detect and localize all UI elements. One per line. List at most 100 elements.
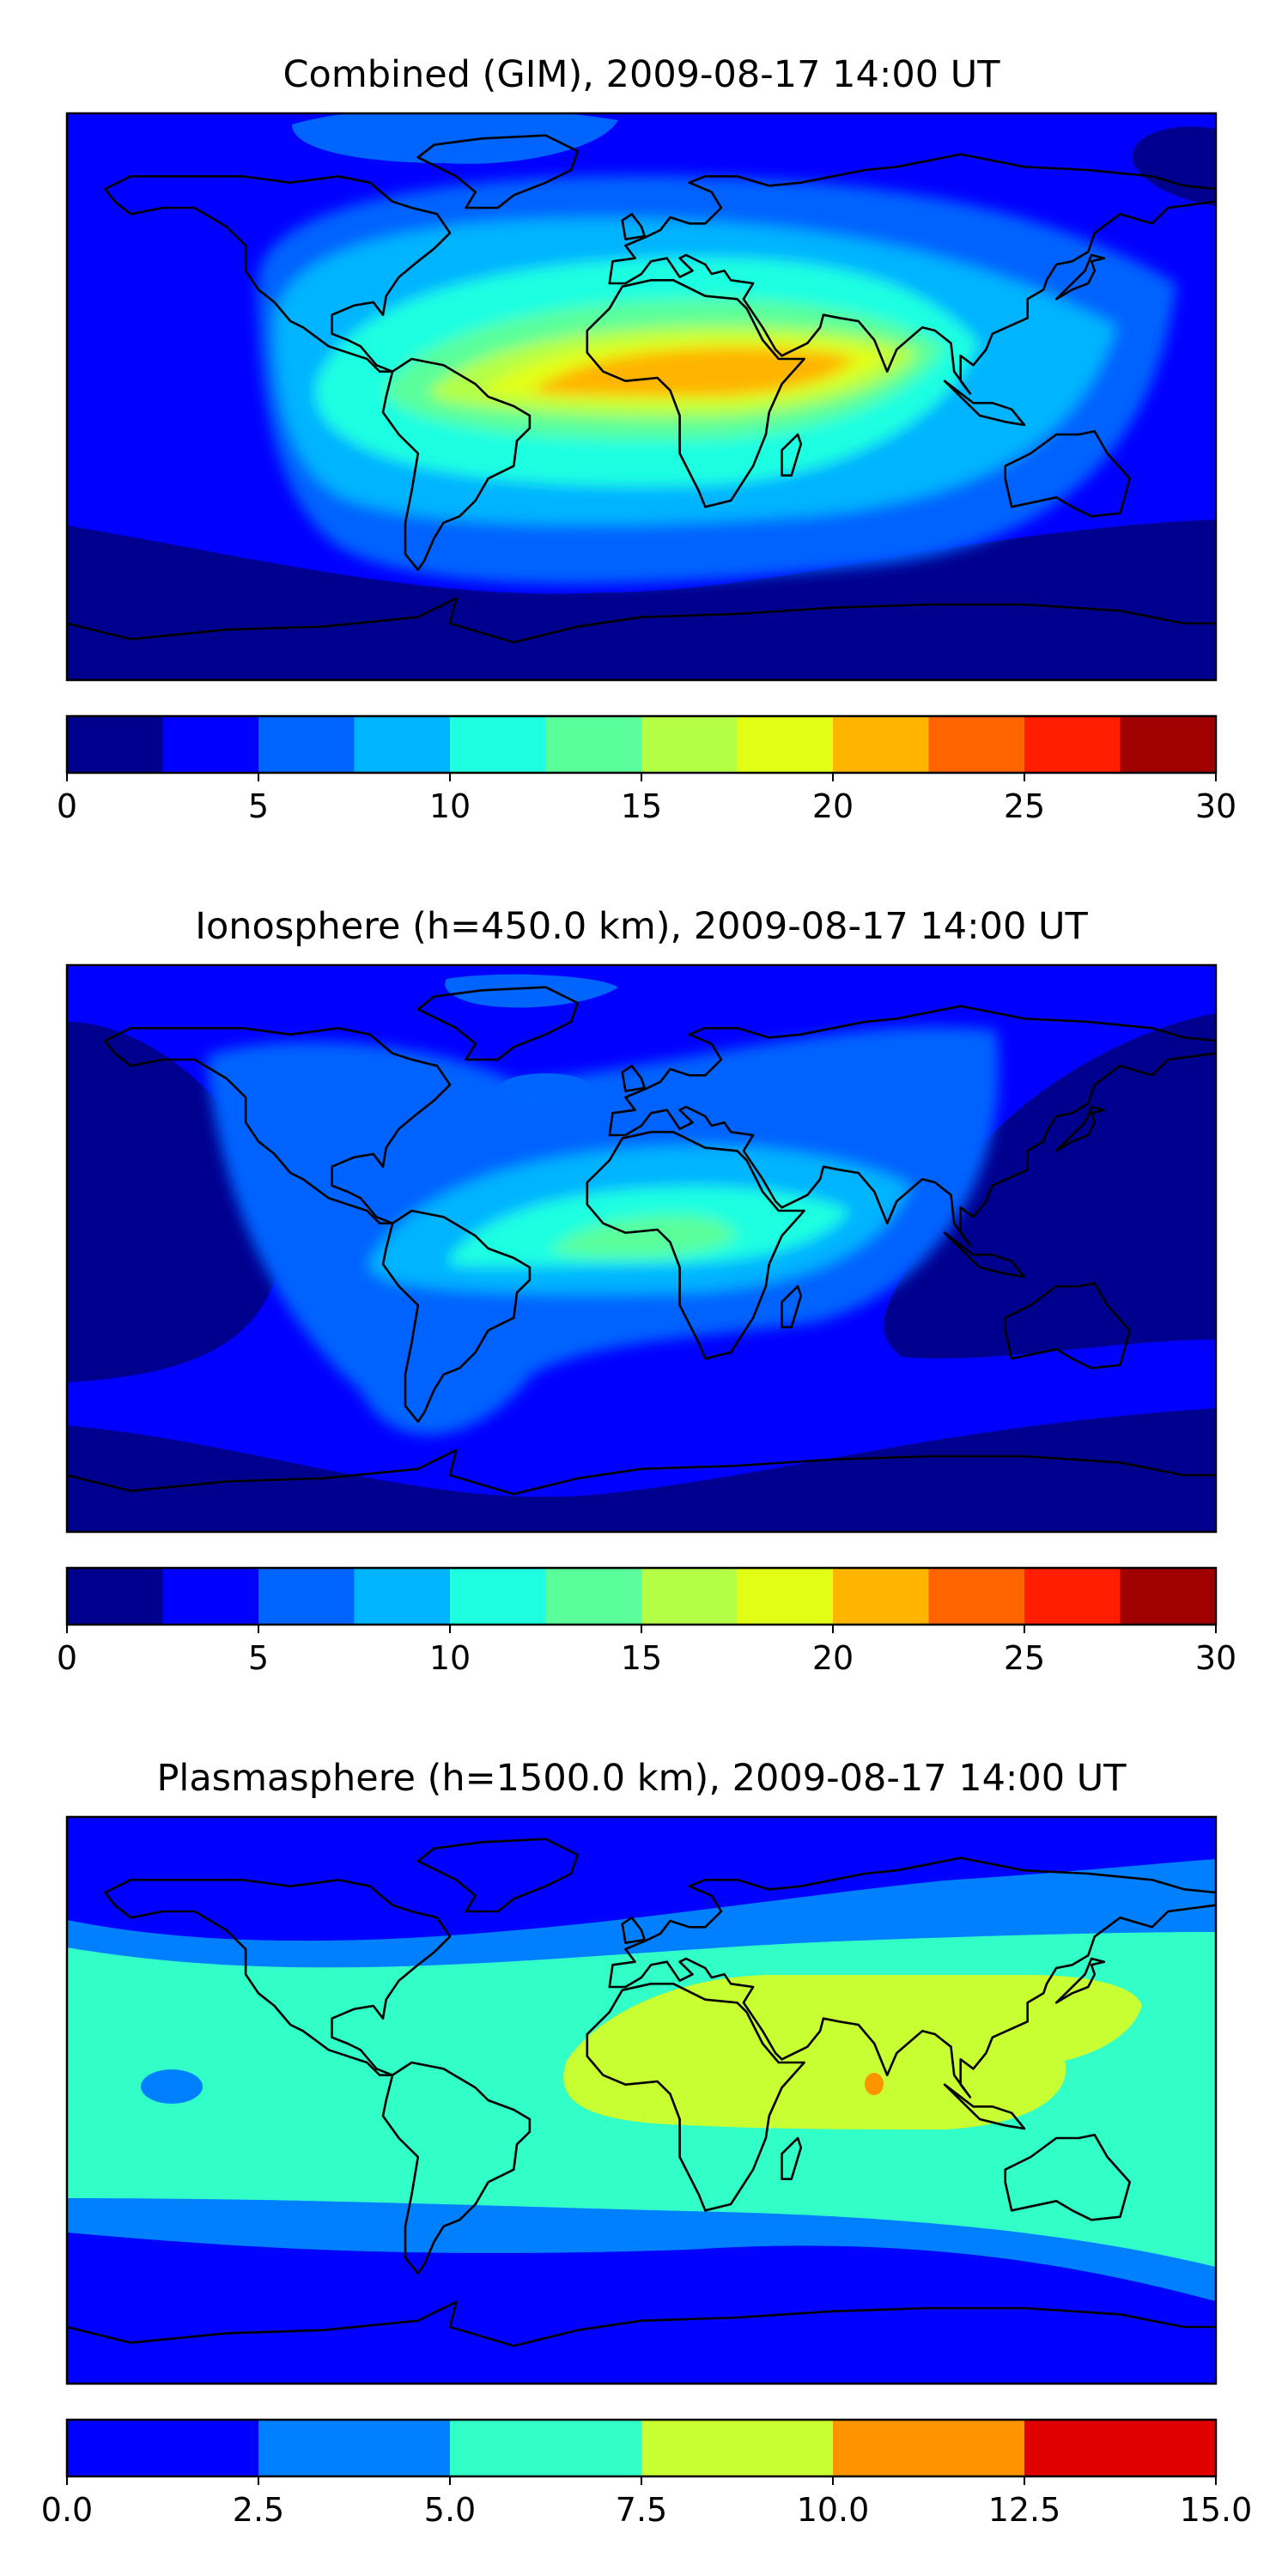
coastline-uk bbox=[621, 1065, 646, 1092]
colorbar-segment bbox=[928, 1568, 1025, 1625]
colorbar-segment bbox=[67, 716, 164, 773]
coastline-indonesia bbox=[943, 380, 1026, 427]
coastline-uk bbox=[621, 213, 646, 240]
colorbar-tick-label: 10 bbox=[429, 787, 471, 825]
colorbar-tick-label: 0 bbox=[57, 1639, 77, 1677]
panel-3-coastlines bbox=[67, 1838, 1216, 2348]
panel-3-colorbar: 0.0 2.5 5.0 7.5 10.0 12.5 15.0 bbox=[41, 2418, 1253, 2529]
colorbar-tick-label: 25 bbox=[1004, 1639, 1045, 1677]
panel-2-region-125 bbox=[550, 1215, 738, 1258]
coastline-eurasia bbox=[608, 153, 1216, 395]
panel-2-region-low-south bbox=[67, 1408, 1216, 1532]
colorbar-segment bbox=[258, 1568, 355, 1625]
colorbar-segment bbox=[162, 716, 259, 773]
coastline-north-america bbox=[104, 1879, 452, 2076]
colorbar-tick-label: 30 bbox=[1195, 787, 1236, 825]
colorbar-tick-label: 0.0 bbox=[41, 2491, 93, 2529]
colorbar-tick-label: 10.0 bbox=[797, 2491, 870, 2529]
colorbar-segment bbox=[737, 1568, 834, 1625]
panel-1-region-polar bbox=[292, 113, 618, 164]
coastline-japan bbox=[1054, 1957, 1106, 2004]
colorbar-tick-label: 5 bbox=[248, 1639, 269, 1677]
colorbar-tick-label: 15 bbox=[621, 1639, 662, 1677]
coastline-indonesia bbox=[943, 2083, 1026, 2130]
colorbar-segment bbox=[833, 716, 930, 773]
colorbar-segment bbox=[258, 2420, 451, 2476]
coastline-antarctica-coast bbox=[67, 1449, 1216, 1496]
colorbar-segment bbox=[450, 1568, 547, 1625]
panel-1-frame bbox=[65, 112, 1218, 682]
coastline-africa bbox=[586, 1983, 805, 2212]
colorbar-segment bbox=[450, 716, 547, 773]
coastline-australia bbox=[1004, 1282, 1131, 1370]
colorbar-segment bbox=[450, 2420, 642, 2476]
colorbar-segment bbox=[641, 716, 738, 773]
coastline-africa bbox=[586, 279, 805, 508]
colorbar-tick-label: 15.0 bbox=[1180, 2491, 1253, 2529]
panel-3-title: Plasmasphere (h=1500.0 km), 2009-08-17 1… bbox=[156, 1757, 1127, 1800]
coastline-australia bbox=[1004, 430, 1131, 518]
coastline-antarctica-coast bbox=[67, 2300, 1216, 2348]
colorbar-tick-label: 12.5 bbox=[988, 2491, 1061, 2529]
colorbar-tick-label: 2.5 bbox=[233, 2491, 284, 2529]
coastline-madagascar bbox=[781, 2136, 803, 2180]
coastline-greenland bbox=[416, 986, 579, 1061]
coastline-australia bbox=[1004, 2134, 1131, 2221]
panel-1-map bbox=[67, 113, 1216, 680]
panel-1-title: Combined (GIM), 2009-08-17 14:00 UT bbox=[283, 53, 1000, 96]
colorbar-segment bbox=[1024, 2420, 1217, 2476]
colorbar-segment bbox=[1024, 1568, 1121, 1625]
panel-1-colorbar: 0 5 10 15 20 25 30 bbox=[57, 714, 1236, 825]
colorbar-tick-label: 20 bbox=[812, 1639, 854, 1677]
coastline-south-america bbox=[381, 1209, 532, 1423]
panel-3-band-7-5 bbox=[563, 1975, 1142, 2129]
colorbar-segment bbox=[641, 1568, 738, 1625]
panel-2-region-low-west bbox=[67, 1022, 283, 1382]
coastline-eurasia bbox=[608, 1005, 1216, 1247]
coastline-madagascar bbox=[781, 1285, 803, 1328]
coastline-greenland bbox=[416, 134, 579, 210]
panel-2-region-north-atlantic bbox=[498, 1073, 592, 1104]
panel-2: 0 5 10 15 20 25 30 bbox=[57, 963, 1236, 1677]
coastline-africa bbox=[586, 1131, 805, 1360]
colorbar-tick-label: 10 bbox=[429, 1639, 471, 1677]
panel-2-region-polar bbox=[445, 974, 618, 1008]
colorbar-segment bbox=[354, 1568, 451, 1625]
coastline-antarctica-coast bbox=[67, 597, 1216, 644]
panel-1-coastlines bbox=[67, 134, 1216, 644]
panel-3-region-pacific bbox=[141, 2069, 203, 2104]
panel-1-region-20 bbox=[532, 347, 854, 397]
colorbar-segment bbox=[545, 1568, 642, 1625]
panel-1: 0 5 10 15 20 25 30 bbox=[57, 112, 1236, 825]
colorbar-segment bbox=[833, 2420, 1025, 2476]
colorbar-tick-label: 5 bbox=[248, 787, 269, 825]
panel-3-frame bbox=[65, 1815, 1218, 2385]
panel-2-coastlines bbox=[67, 986, 1216, 1496]
colorbar-segment bbox=[67, 1568, 164, 1625]
colorbar-segment bbox=[833, 1568, 930, 1625]
colorbar-segment bbox=[1120, 716, 1217, 773]
colorbar-segment bbox=[354, 716, 451, 773]
coastline-uk bbox=[621, 1917, 646, 1944]
colorbar-tick-label: 5.0 bbox=[424, 2491, 476, 2529]
colorbar-tick-label: 25 bbox=[1004, 787, 1045, 825]
colorbar-tick-label: 20 bbox=[812, 787, 854, 825]
colorbar-segment bbox=[545, 716, 642, 773]
coastline-madagascar bbox=[781, 433, 803, 477]
colorbar-tick-label: 15 bbox=[621, 787, 662, 825]
colorbar-tick-label: 30 bbox=[1195, 1639, 1236, 1677]
colorbar-segment bbox=[162, 1568, 259, 1625]
panel-2-colorbar: 0 5 10 15 20 25 30 bbox=[57, 1566, 1236, 1677]
colorbar-segment bbox=[1024, 716, 1121, 773]
colorbar-segment bbox=[1120, 1568, 1217, 1625]
colorbar-tick-label: 0 bbox=[57, 787, 77, 825]
coastline-north-america bbox=[104, 175, 452, 373]
coastline-south-america bbox=[381, 2061, 532, 2275]
colorbar-segment bbox=[641, 2420, 834, 2476]
colorbar-segment bbox=[737, 716, 834, 773]
panel-2-region-low-east bbox=[884, 1013, 1216, 1359]
panel-3-map bbox=[67, 1817, 1216, 2384]
colorbar-tick-label: 7.5 bbox=[616, 2491, 667, 2529]
panel-3: 0.0 2.5 5.0 7.5 10.0 12.5 15.0 bbox=[41, 1815, 1253, 2529]
